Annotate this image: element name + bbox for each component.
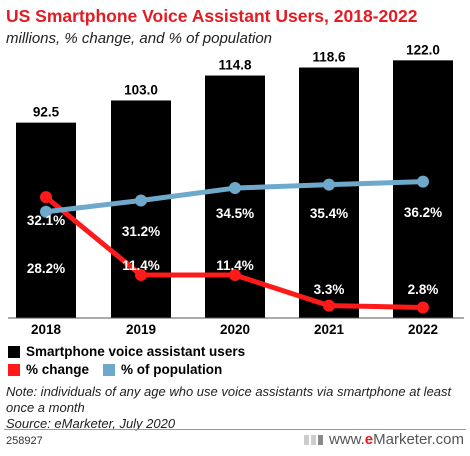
line-value-label: 11.4% (122, 258, 160, 273)
logo-e: e (364, 431, 374, 448)
line-point (135, 194, 147, 207)
source-text: Source: eMarketer, July 2020 (6, 416, 176, 431)
chart-note: Note: individuals of any age who use voi… (6, 384, 466, 432)
logo-prefix: www. (328, 431, 365, 448)
legend-label-bars: Smartphone voice assistant users (26, 344, 246, 359)
line-value-label: 32.1% (27, 213, 65, 228)
note-text: Note: individuals of any age who use voi… (6, 384, 452, 415)
lines-layer (40, 175, 429, 314)
bar-2018 (16, 122, 76, 318)
bar-2019 (111, 100, 171, 319)
logo-name: Marketer (373, 431, 432, 448)
line-point (323, 178, 335, 191)
footer-divider (4, 429, 466, 430)
logo-suffix: .com (431, 431, 464, 448)
logo-bar-icon (303, 435, 309, 446)
line-point (323, 299, 335, 312)
bar-value-label: 122.0 (406, 42, 440, 57)
bar-2022 (393, 60, 453, 318)
line-value-label: 34.5% (216, 206, 254, 221)
line-value-label: 36.2% (404, 205, 442, 220)
line-point (229, 269, 241, 282)
legend-label-change: % change (26, 362, 90, 377)
line-value-label: 3.3% (314, 282, 345, 297)
x-tick-label: 2021 (314, 322, 345, 337)
legend-swatch-bars (8, 345, 20, 358)
line-point (417, 175, 429, 188)
line-value-label: 35.4% (310, 206, 348, 221)
data-labels-layer: 92.5 103.0 114.8 118.6 122.0 32.1% 11.4% 11.4% 3… (27, 42, 442, 297)
line-value-label: 28.2% (27, 261, 65, 276)
legend-item-change: % change (8, 362, 89, 377)
line-point (40, 191, 52, 204)
legend-row-1: Smartphone voice assistant users (8, 344, 259, 359)
legend-swatch-change (8, 363, 20, 376)
x-tick-label: 2019 (126, 322, 156, 337)
emarketer-logo[interactable]: www.eMarketer.com (303, 431, 464, 448)
chart-title: US Smartphone Voice Assistant Users, 201… (6, 6, 418, 26)
line-value-label: 2.8% (408, 282, 439, 297)
legend-item-population: % of population (103, 362, 222, 377)
chart-subtitle: millions, % change, and % of population (6, 30, 273, 47)
line-point (40, 205, 52, 218)
logo-bar-icon (317, 435, 323, 446)
chart-id: 258927 (6, 435, 43, 447)
x-tick-label: 2020 (220, 322, 250, 337)
x-tick-label: 2018 (31, 322, 62, 337)
bar-2021 (299, 67, 359, 318)
line-value-label: 31.2% (122, 224, 160, 239)
line-point (417, 301, 429, 314)
bar-value-label: 92.5 (33, 105, 60, 120)
line-point (229, 182, 241, 195)
bar-value-label: 114.8 (218, 58, 252, 73)
x-tick-label: 2022 (408, 322, 438, 337)
legend-item-bars: Smartphone voice assistant users (8, 344, 245, 359)
legend-label-population: % of population (121, 362, 223, 377)
legend-row-2: % change % of population (8, 362, 236, 377)
line-point (135, 269, 147, 282)
legend-swatch-population (103, 363, 116, 376)
x-tick-labels: 2018 2019 2020 2021 2022 (31, 322, 438, 337)
line-value-label: 11.4% (216, 258, 254, 273)
bar-value-label: 118.6 (312, 50, 346, 65)
logo-bar-icon (310, 435, 316, 446)
bar-value-label: 103.0 (124, 82, 158, 97)
